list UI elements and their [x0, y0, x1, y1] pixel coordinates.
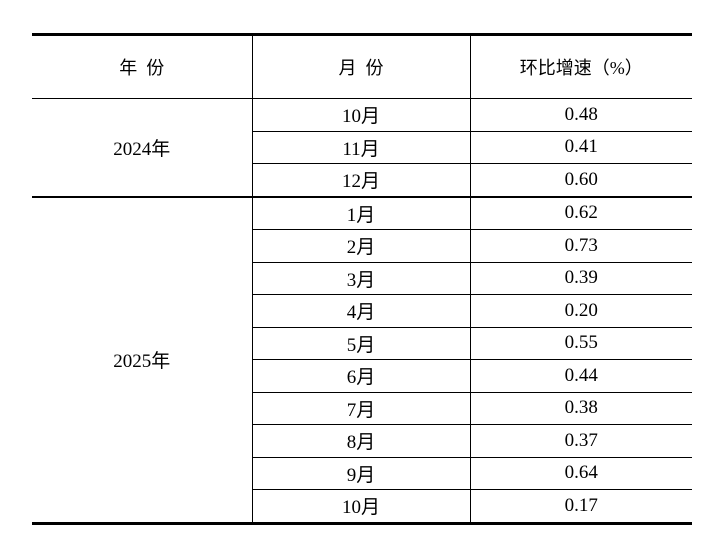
- table-row: 2025年 1月 0.62: [32, 195, 692, 523]
- rate-cell: 0.38: [469, 391, 692, 425]
- rate-cell: 0.60: [469, 163, 692, 197]
- month-cell: 12月: [251, 163, 470, 197]
- month-cell: 10月: [251, 98, 470, 131]
- month-cell: 7月: [251, 391, 470, 425]
- header-cell-month: 月份: [251, 34, 470, 99]
- month-cell: 6月: [251, 359, 470, 392]
- table-row: 9月 0.64: [32, 456, 692, 490]
- table-row: 6月 0.44: [32, 359, 692, 392]
- growth-rate-table: 年份 月份 环比增速（%） 2024年 10月 0.48 11月 0.41 12…: [32, 33, 692, 525]
- rate-cell: 0.39: [469, 261, 692, 295]
- table-row: 12月 0.60: [32, 163, 692, 197]
- month-cell: 10月: [251, 489, 470, 523]
- rate-cell: 0.37: [469, 424, 692, 457]
- month-cell: 11月: [251, 130, 470, 164]
- header-cell-rate: 环比增速（%）: [469, 34, 692, 99]
- month-cell: 8月: [251, 424, 470, 457]
- year-cell-2025: 2025年: [32, 195, 252, 523]
- table-row: 2月 0.73: [32, 229, 692, 262]
- rate-cell: 0.55: [469, 326, 692, 360]
- rate-cell: 0.64: [469, 456, 692, 490]
- month-cell: 4月: [251, 294, 470, 327]
- rate-cell: 0.62: [469, 195, 692, 230]
- rate-cell: 0.41: [469, 130, 692, 164]
- month-cell: 5月: [251, 326, 470, 360]
- rate-cell: 0.48: [469, 98, 692, 131]
- rate-cell: 0.73: [469, 229, 692, 262]
- rate-cell: 0.17: [469, 489, 692, 523]
- month-cell: 2月: [251, 229, 470, 262]
- table-row: 2024年 10月 0.48: [32, 98, 692, 197]
- table-row: 10月 0.17: [32, 489, 692, 523]
- table-row: 7月 0.38: [32, 391, 692, 425]
- month-cell: 1月: [251, 195, 470, 230]
- rate-cell: 0.20: [469, 294, 692, 327]
- table-row: 3月 0.39: [32, 261, 692, 295]
- header-row: 年份 月份 环比增速（%）: [32, 34, 692, 99]
- header-cell-year: 年份: [32, 34, 252, 99]
- year-cell-2024: 2024年: [32, 98, 252, 197]
- table-row: 11月 0.41: [32, 130, 692, 164]
- table-row: 8月 0.37: [32, 424, 692, 457]
- table-row: 4月 0.20: [32, 294, 692, 327]
- rate-cell: 0.44: [469, 359, 692, 392]
- month-cell: 3月: [251, 261, 470, 295]
- month-cell: 9月: [251, 456, 470, 490]
- table-row: 5月 0.55: [32, 326, 692, 360]
